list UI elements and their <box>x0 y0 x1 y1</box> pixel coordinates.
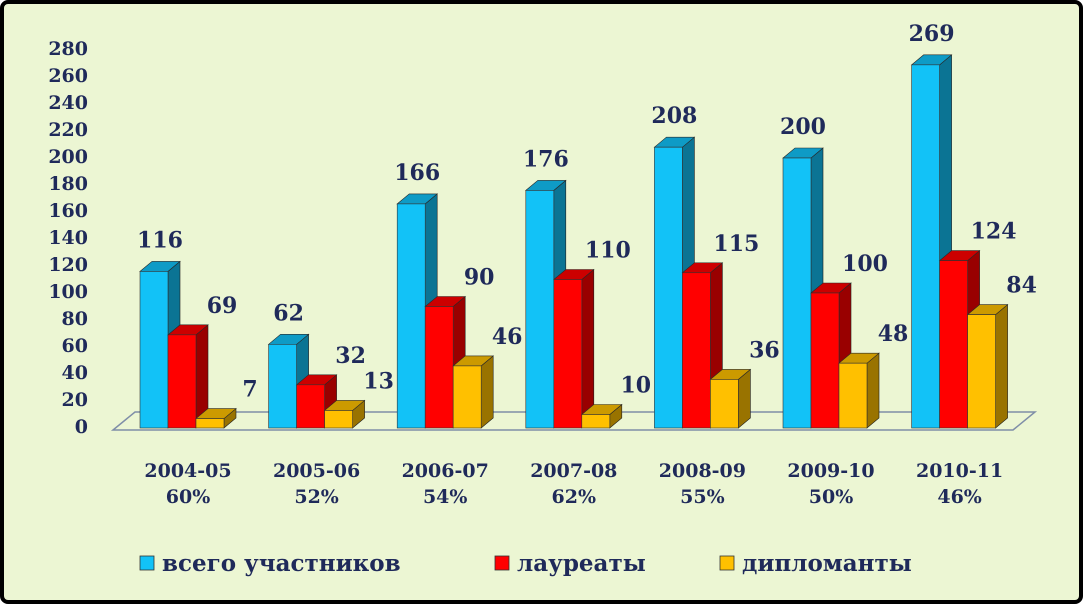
value-label: 46 <box>492 324 523 350</box>
y-tick-label: 220 <box>48 119 88 141</box>
bar <box>838 362 868 429</box>
x-tick-label: 2009-10 <box>787 460 874 482</box>
value-label: 84 <box>1006 273 1037 299</box>
y-tick-label: 80 <box>62 308 88 330</box>
value-label: 10 <box>620 373 651 399</box>
y-tick-label: 20 <box>62 389 88 411</box>
legend-swatch <box>494 555 510 571</box>
y-tick-label: 160 <box>48 200 88 222</box>
bar <box>553 279 583 429</box>
x-tick-sublabel: 60% <box>166 486 211 508</box>
x-tick-label: 2005-06 <box>273 460 360 482</box>
bar <box>710 379 739 429</box>
legend-label: дипломанты <box>742 550 912 577</box>
value-label: 48 <box>878 321 909 347</box>
bar <box>682 272 711 429</box>
bar-side <box>480 355 494 429</box>
x-tick-label: 2006-07 <box>402 460 489 482</box>
value-label: 32 <box>335 343 366 369</box>
bar <box>167 334 197 429</box>
bar <box>424 306 454 429</box>
bar <box>782 157 812 429</box>
x-tick-sublabel: 46% <box>937 486 982 508</box>
y-tick-label: 240 <box>48 92 88 114</box>
x-tick-label: 2010-11 <box>916 460 1003 482</box>
bar <box>581 414 611 429</box>
value-label: 36 <box>749 337 780 363</box>
bar <box>195 418 225 429</box>
value-label: 115 <box>713 231 759 257</box>
legend-swatch <box>139 555 155 571</box>
x-tick-sublabel: 54% <box>423 486 468 508</box>
value-label: 90 <box>464 265 495 291</box>
floor <box>110 411 1038 431</box>
y-tick-label: 180 <box>48 173 88 195</box>
y-tick-label: 60 <box>62 335 88 357</box>
y-tick-label: 120 <box>48 254 88 276</box>
bar <box>967 314 996 429</box>
bar <box>324 410 353 429</box>
y-tick-label: 40 <box>62 362 88 384</box>
bar-side <box>866 352 880 429</box>
x-tick-label: 2004-05 <box>144 460 231 482</box>
value-label: 269 <box>909 21 955 47</box>
bar <box>296 384 325 429</box>
bar <box>525 190 555 429</box>
bar <box>139 271 169 429</box>
value-label: 208 <box>651 103 697 129</box>
y-tick-label: 100 <box>48 281 88 303</box>
y-tick-label: 280 <box>48 38 88 60</box>
x-tick-sublabel: 55% <box>680 486 725 508</box>
y-tick-label: 200 <box>48 146 88 168</box>
bar <box>268 343 297 429</box>
value-label: 166 <box>394 160 440 186</box>
legend-label: всего участников <box>162 550 401 577</box>
bar <box>452 365 482 429</box>
value-label: 100 <box>842 251 888 277</box>
value-label: 7 <box>242 377 257 403</box>
value-label: 176 <box>523 146 569 172</box>
bar-side <box>995 303 1008 429</box>
x-tick-label: 2007-08 <box>530 460 617 482</box>
y-tick-label: 260 <box>48 65 88 87</box>
value-label: 110 <box>585 238 631 264</box>
value-label: 116 <box>137 227 183 253</box>
bar <box>939 260 968 429</box>
x-tick-sublabel: 52% <box>294 486 339 508</box>
x-tick-sublabel: 50% <box>809 486 854 508</box>
legend-label: лауреаты <box>517 550 646 577</box>
x-tick-label: 2008-09 <box>659 460 746 482</box>
legend-swatch <box>719 555 735 571</box>
x-tick-sublabel: 62% <box>552 486 597 508</box>
value-label: 62 <box>273 300 304 326</box>
bar <box>911 64 940 429</box>
value-label: 200 <box>780 114 826 140</box>
bar <box>654 146 683 429</box>
bar <box>396 203 426 429</box>
bar <box>810 292 840 429</box>
value-label: 13 <box>363 368 394 394</box>
bar-side <box>581 268 595 429</box>
value-label: 124 <box>971 219 1017 245</box>
y-tick-label: 0 <box>75 416 88 438</box>
value-label: 69 <box>207 293 238 319</box>
y-tick-label: 140 <box>48 227 88 249</box>
